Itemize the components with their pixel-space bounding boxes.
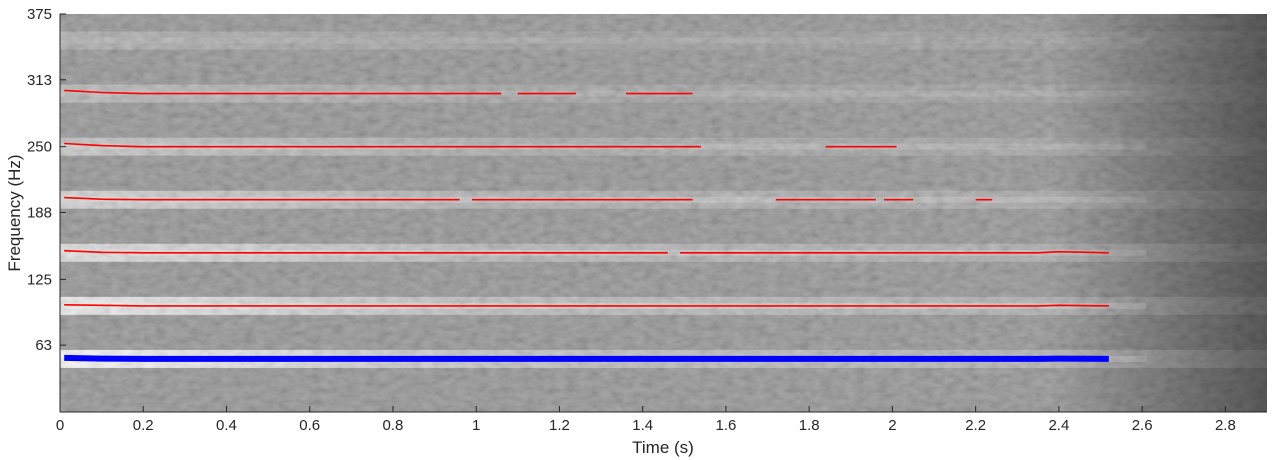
x-tick-label: 1.6 <box>716 417 737 434</box>
x-tick-label: 2.4 <box>1048 417 1069 434</box>
x-tick-label: 0.4 <box>216 417 237 434</box>
harmonic-track-segment <box>64 249 668 254</box>
x-axis-label: Time (s) <box>632 438 694 457</box>
spectrogram-darkening <box>60 14 1267 412</box>
harmonic-track-segment <box>64 89 502 95</box>
x-tick-label: 0.2 <box>133 417 154 434</box>
y-tick-label: 313 <box>27 72 52 89</box>
harmonic-track-segment <box>680 250 1109 254</box>
x-tick-label: 0.8 <box>383 417 404 434</box>
x-axis: 0 0.2 0.4 0.6 0.8 1 1.2 1.4 1.6 1.8 2 2.2 2.4 2.6 2.8 <box>56 406 1267 434</box>
x-tick-label: 1.8 <box>799 417 820 434</box>
harmonic-track-segment <box>64 196 460 201</box>
x-tick-label: 1.2 <box>549 417 570 434</box>
x-tick-label: 2.2 <box>965 417 986 434</box>
y-tick-label: 188 <box>27 204 52 221</box>
y-axis-label: Frequency (Hz) <box>5 154 24 271</box>
x-tick-label: 1 <box>472 417 480 434</box>
fundamental-track <box>64 354 1109 362</box>
y-tick-label: 125 <box>27 271 52 288</box>
x-tick-label: 0.6 <box>299 417 320 434</box>
harmonic-track-segment <box>64 142 701 148</box>
fundamental-track-line <box>64 354 1109 362</box>
y-tick-label: 63 <box>35 337 52 354</box>
x-tick-label: 2.8 <box>1215 417 1236 434</box>
x-tick-label: 0 <box>56 417 64 434</box>
x-tick-label: 1.4 <box>632 417 653 434</box>
y-axis: 63 125 188 250 313 375 <box>27 6 66 412</box>
y-tick-label: 375 <box>27 6 52 23</box>
x-tick-label: 2 <box>888 417 896 434</box>
y-tick-label: 250 <box>27 139 52 156</box>
harmonic-tracks <box>64 89 1109 307</box>
harmonic-track-segment <box>64 304 1109 307</box>
spectrogram-image <box>60 14 1267 412</box>
x-tick-label: 2.6 <box>1132 417 1153 434</box>
